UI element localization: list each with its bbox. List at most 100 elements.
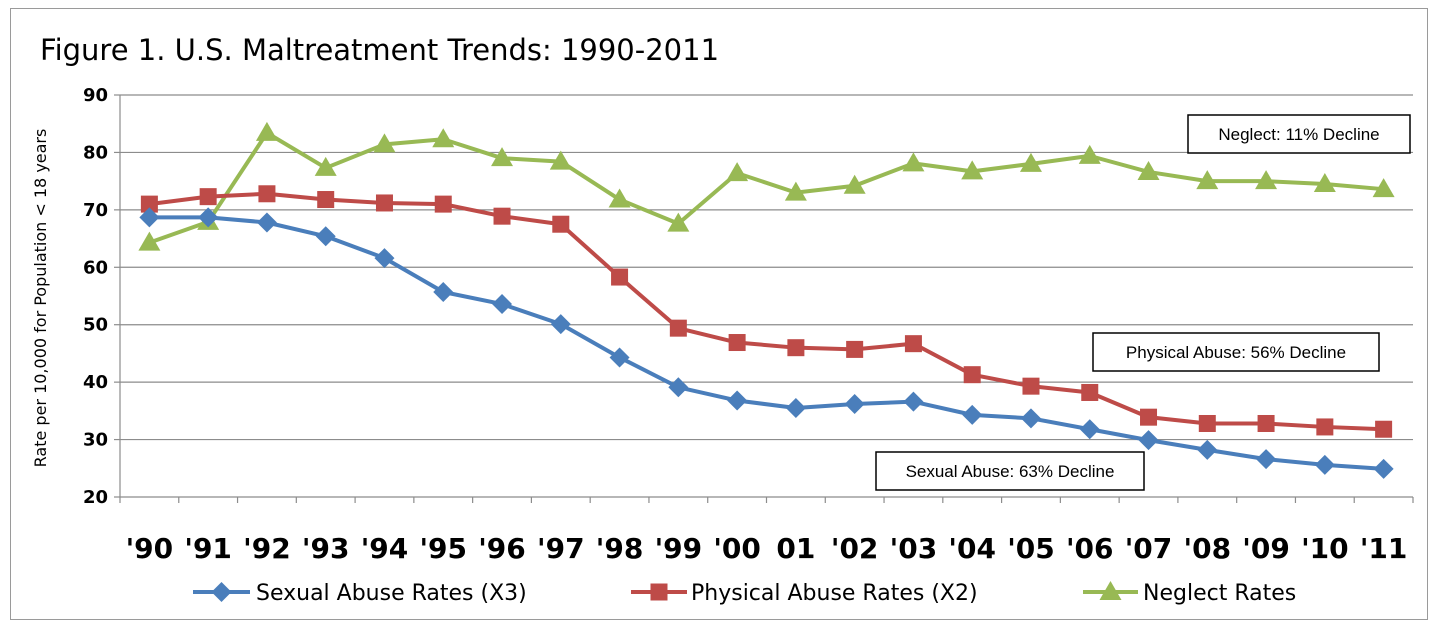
physical-abuse-rates-x2-point [1022, 377, 1040, 395]
y-tick-label: 80 [83, 142, 108, 163]
x-tick-label: '03 [890, 532, 938, 565]
x-tick-label: '99 [655, 532, 703, 565]
neglect-rates-point [1137, 160, 1160, 180]
x-tick-label: '07 [1125, 532, 1173, 565]
annotation-border [1092, 332, 1380, 372]
legend-label: Neglect Rates [1143, 581, 1296, 606]
y-tick-label: 30 [83, 430, 108, 451]
physical-abuse-rates-x2-point [493, 207, 511, 225]
x-tick-label: '11 [1360, 532, 1408, 565]
y-tick-label: 40 [83, 372, 108, 393]
neglect-rates-point [961, 160, 984, 180]
annotations: Neglect: 11% Decline Physical Abuse: 56% … [875, 114, 1411, 491]
x-tick-label: '90 [126, 532, 174, 565]
neglect-rates-point [608, 188, 631, 208]
sexual-abuse-rates-x3-point [1138, 430, 1159, 451]
sexual-abuse-rates-x3-point [1197, 439, 1218, 460]
sexual-abuse-rates-x3-point [962, 404, 983, 425]
x-tick-label: '96 [478, 532, 526, 565]
sexual-abuse-rates-x3-point [1079, 419, 1100, 440]
x-tick-label: '97 [537, 532, 585, 565]
legend-label: Physical Abuse Rates (X2) [691, 581, 978, 606]
physical-abuse-rates-x2-point [611, 268, 629, 286]
neglect-rates-point [1255, 170, 1278, 190]
annotation-text: Physical Abuse: 56% Decline [1126, 343, 1346, 362]
y-tick-label: 70 [83, 200, 108, 221]
x-tick-label: '93 [302, 532, 350, 565]
physical-abuse-rates-x2-point [1198, 414, 1216, 432]
sexual-abuse-rates-x3-point [844, 393, 865, 414]
x-tick-label: '05 [1007, 532, 1055, 565]
physical-abuse-rates-x2-line [149, 191, 1384, 432]
physical-abuse-rates-x2-point [963, 366, 981, 384]
series-lines [148, 130, 1384, 471]
legend-swatch-marker [211, 582, 232, 602]
neglect-rates-point [138, 231, 161, 251]
sexual-abuse-rates-x3-point [1020, 408, 1041, 429]
x-tick-label: '10 [1301, 532, 1349, 565]
series-markers [138, 121, 1395, 479]
axes [114, 94, 1414, 503]
x-tick-label: '02 [831, 532, 879, 565]
annotation-text: Sexual Abuse: 63% Decline [906, 462, 1115, 481]
neglect-rates-point [1313, 173, 1336, 193]
x-tick-label: '00 [713, 532, 761, 565]
physical-abuse-rates-x2-point [199, 188, 217, 206]
sexual-abuse-rates-x3-point [256, 212, 277, 233]
physical-abuse-rates-x2-point [434, 195, 452, 213]
chart-title: Figure 1. U.S. Maltreatment Trends: 1990… [40, 33, 719, 67]
neglect-rates-point [843, 174, 866, 194]
legend-swatch-marker [1099, 581, 1122, 600]
annotation-border [1187, 114, 1411, 154]
neglect-rates-point [255, 121, 278, 141]
x-tick-label: '92 [243, 532, 291, 565]
y-tick-label: 50 [83, 315, 108, 336]
physical-abuse-rates-x2-point [669, 319, 687, 337]
neglect-rates-point [1196, 170, 1219, 190]
neglect-rates-point [491, 147, 514, 167]
x-tick-label: '08 [1184, 532, 1232, 565]
physical-abuse-rates-x2-point [375, 194, 393, 212]
y-tick-label: 20 [83, 487, 108, 508]
annotation-box: Physical Abuse: 56% Decline [1092, 332, 1380, 372]
sexual-abuse-rates-x3-point [550, 314, 571, 335]
neglect-rates-point [1078, 144, 1101, 164]
y-tick-label: 90 [83, 85, 108, 106]
neglect-rates-point [784, 181, 807, 201]
sexual-abuse-rates-x3-line [149, 215, 1384, 471]
neglect-rates-point [549, 150, 572, 170]
x-tick-label: '91 [184, 532, 232, 565]
physical-abuse-rates-x2-point [1375, 420, 1393, 438]
physical-abuse-rates-x2-point [787, 339, 805, 357]
x-tick-label: '09 [1242, 532, 1290, 565]
x-tick-label: '06 [1066, 532, 1114, 565]
sexual-abuse-rates-x3-point [668, 377, 689, 398]
legend-item: Sexual Abuse Rates (X3) [193, 581, 527, 606]
legend-item: Physical Abuse Rates (X2) [631, 581, 978, 606]
annotation-border [875, 451, 1145, 491]
neglect-rates-point [432, 128, 455, 148]
legend-item: Neglect Rates [1083, 581, 1296, 606]
physical-abuse-rates-x2-point [728, 334, 746, 352]
neglect-rates-point [1372, 178, 1395, 198]
neglect-rates-point [726, 162, 749, 182]
sexual-abuse-rates-x3-point [374, 248, 395, 269]
sexual-abuse-rates-x3-point [315, 226, 336, 247]
sexual-abuse-rates-x3-point [1314, 454, 1335, 475]
sexual-abuse-rates-x3-point [198, 207, 219, 228]
sexual-abuse-rates-x3-point [785, 397, 806, 418]
physical-abuse-rates-x2-point [140, 195, 158, 213]
annotation-text: Neglect: 11% Decline [1218, 125, 1379, 144]
neglect-rates-line [148, 130, 1384, 245]
chart-frame [10, 8, 1428, 620]
sexual-abuse-rates-x3-point [903, 391, 924, 412]
legend-label: Sexual Abuse Rates (X3) [256, 581, 527, 606]
annotation-box: Neglect: 11% Decline [1187, 114, 1411, 154]
x-tick-label: 01 [776, 532, 815, 565]
physical-abuse-rates-x2-point [1081, 383, 1099, 401]
y-axis-label: Rate per 10,000 for Population < 18 year… [31, 129, 50, 468]
y-tick-label: 60 [83, 257, 108, 278]
x-tick-label: '94 [361, 532, 409, 565]
sexual-abuse-rates-x3-point [492, 294, 513, 315]
